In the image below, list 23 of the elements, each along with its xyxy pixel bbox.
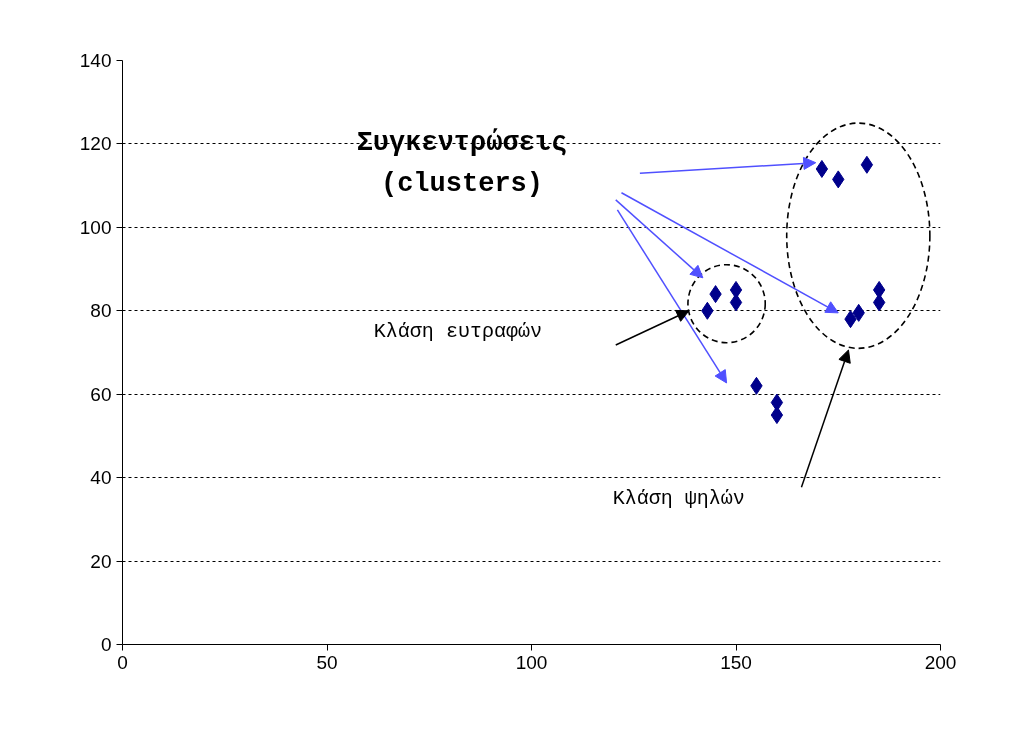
y-tick-label: 0 <box>100 634 112 655</box>
point <box>815 159 829 178</box>
annotation: Κλάση ψηλών <box>612 487 745 510</box>
y-tick-label: 140 <box>79 50 112 71</box>
y-tick-label: 80 <box>90 300 112 322</box>
point <box>770 406 784 425</box>
x-tick-label: 50 <box>316 651 338 673</box>
x-tick-label: 0 <box>117 651 128 673</box>
point <box>860 155 874 174</box>
x-tick-label: 100 <box>515 651 548 673</box>
y-tick-label: 100 <box>79 216 112 238</box>
point <box>729 280 743 299</box>
annotation: Συγκεντρώσεις <box>356 127 568 158</box>
annotation: (clusters) <box>380 169 543 200</box>
point <box>872 280 886 299</box>
y-tick-label: 60 <box>90 383 112 405</box>
y-tick-label: 40 <box>90 467 112 489</box>
annotation: Κλάση ευτραφών <box>373 320 542 344</box>
point <box>872 293 886 312</box>
x-tick-label: 150 <box>720 651 752 673</box>
x-tick-label: 200 <box>924 651 957 673</box>
y-tick-label: 20 <box>90 550 112 572</box>
y-tick-label: 120 <box>79 133 112 155</box>
